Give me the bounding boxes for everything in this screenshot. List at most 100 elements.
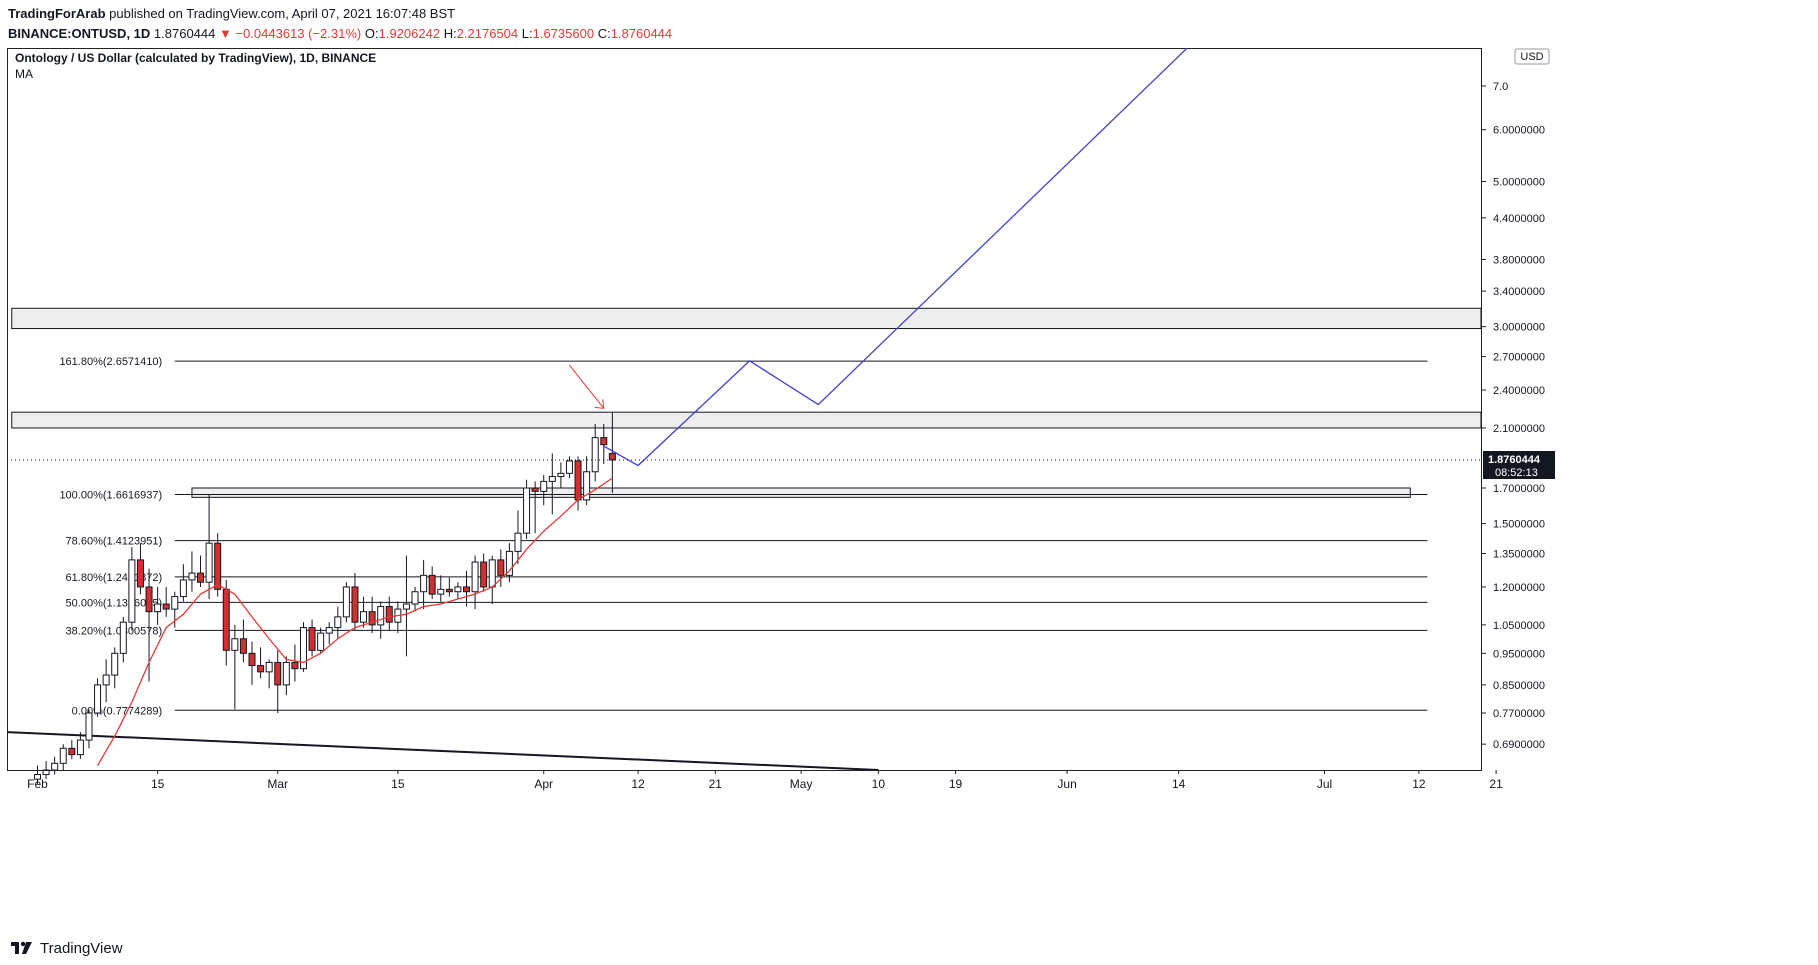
candle-body-44: [411, 591, 419, 605]
fib-label-1: 100.00%(1.6616937): [59, 489, 162, 501]
time-tick-label-0: Feb: [27, 777, 48, 791]
moving-average-layer: [96, 477, 613, 766]
time-tick-label-7: May: [790, 777, 813, 791]
candle-body-31: [299, 627, 307, 670]
red-arrow-line: [569, 364, 605, 409]
time-tick-label-1: 15: [151, 777, 165, 791]
price-tick-label-0: 7.0: [1493, 81, 1508, 93]
zones-layer: [11, 307, 1482, 498]
last-price-badge-value: 1.8760444: [1488, 454, 1541, 466]
candles-layer: [34, 412, 616, 784]
candle-body-22: [222, 588, 230, 651]
candle-body-16: [171, 596, 179, 610]
fib-label-0: 161.80%(2.6571410): [59, 356, 162, 368]
time-tick-label-2: Mar: [267, 777, 288, 791]
last-price-badge: [1483, 451, 1555, 480]
candle-body-47: [437, 588, 445, 595]
descending-trendline: [6, 731, 879, 771]
chart-frame: [7, 48, 1482, 771]
price-tick-label-5: 3.4000000: [1493, 286, 1545, 298]
time-tick-label-9: 19: [949, 777, 963, 791]
moving-average-line: [96, 477, 613, 766]
candle-body-17: [179, 579, 187, 598]
candle-body-26: [257, 665, 265, 673]
price-tick-label-6: 3.0000000: [1493, 322, 1545, 334]
candle-body-63: [574, 460, 582, 501]
price-tick-label-2: 5.0000000: [1493, 177, 1545, 189]
candle-body-43: [402, 603, 410, 610]
candle-body-62: [565, 460, 573, 474]
price-tick-label-18: 0.6900000: [1493, 739, 1545, 751]
time-tick-label-13: 12: [1412, 777, 1426, 791]
footer-brand[interactable]: TradingView: [10, 938, 123, 958]
currency-label: USD: [1520, 51, 1543, 63]
candle-body-27: [265, 661, 273, 673]
time-tick-label-11: 14: [1172, 777, 1186, 791]
candle-body-24: [239, 638, 247, 654]
candle-body-57: [523, 487, 531, 534]
high-value: 2.2176504: [456, 26, 519, 41]
candle-body-65: [591, 437, 599, 473]
candle-body-38: [360, 611, 368, 623]
last-price-value: 1.8760444: [153, 26, 216, 41]
chart-container[interactable]: 161.80%(2.6571410) 100.00%(1.6616937) 78.6…: [6, 47, 1818, 941]
time-tick-label-14: 21: [1489, 777, 1503, 791]
plot-border: [7, 48, 1482, 771]
candle-body-39: [368, 611, 376, 626]
price-tick-label-12: 1.3500000: [1493, 548, 1545, 560]
open-value: 1.9206242: [378, 26, 441, 41]
price-tick-label-7: 2.7000000: [1493, 352, 1545, 364]
candle-body-56: [514, 532, 522, 552]
symbol-line: BINANCE:ONTUSD, 1D 1.8760444 ▼ −0.044361…: [8, 26, 672, 41]
candle-body-34: [325, 627, 333, 634]
projection-path: [603, 47, 1188, 467]
price-tick-label-15: 0.9500000: [1493, 648, 1545, 660]
candle-body-15: [162, 603, 170, 610]
price-chart[interactable]: 161.80%(2.6571410) 100.00%(1.6616937) 78.6…: [6, 47, 1818, 940]
candle-body-58: [531, 487, 539, 492]
candle-body-12: [136, 559, 144, 588]
candle-body-35: [334, 616, 342, 629]
candle-body-49: [454, 586, 462, 593]
price-tick-label-17: 0.7700000: [1493, 708, 1545, 720]
candle-body-6: [85, 712, 93, 741]
price-tick-label-8: 2.4000000: [1493, 385, 1545, 397]
candle-body-11: [128, 559, 136, 623]
candle-body-64: [583, 471, 591, 501]
candle-body-48: [445, 588, 453, 593]
fib-layer: 161.80%(2.6571410) 100.00%(1.6616937) 78.6…: [59, 356, 1428, 717]
candle-body-32: [308, 627, 316, 651]
candle-body-54: [497, 559, 505, 576]
legend-title: Ontology / US Dollar (calculated by Trad…: [15, 51, 376, 65]
last-price-countdown: 08:52:13: [1495, 467, 1538, 479]
candle-body-46: [428, 574, 436, 595]
currency-badge: [1514, 48, 1550, 65]
candle-body-30: [291, 661, 299, 670]
candle-body-18: [188, 572, 196, 581]
candle-body-3: [59, 747, 67, 764]
candle-body-59: [540, 480, 548, 492]
resistance-zone-lower: [11, 411, 1482, 429]
candle-body-20: [205, 542, 213, 583]
projection-layer: [7, 47, 1481, 467]
price-change: ▼ −0.0443613 (−2.31%): [219, 26, 362, 41]
time-tick-label-3: 15: [391, 777, 405, 791]
price-tick-label-10: 1.7000000: [1493, 483, 1545, 495]
publish-line: TradingForArab published on TradingView.…: [8, 6, 455, 21]
candle-body-61: [557, 472, 565, 478]
candle-body-7: [94, 684, 102, 714]
legend-indicator[interactable]: MA: [15, 67, 33, 81]
publisher-name[interactable]: TradingForArab: [8, 6, 106, 21]
price-tick-label-11: 1.5000000: [1493, 519, 1545, 531]
low-label: L:: [521, 26, 533, 41]
red-arrow-head: [594, 399, 605, 409]
fib-label-5: 38.20%(1.0300578): [66, 625, 163, 637]
time-tick-label-8: 10: [872, 777, 886, 791]
time-tick-label-12: Jul: [1317, 777, 1332, 791]
candle-body-37: [351, 586, 359, 623]
price-tick-label-14: 1.0500000: [1493, 620, 1545, 632]
candle-body-67: [608, 452, 616, 461]
candle-body-13: [145, 586, 153, 613]
candle-body-41: [385, 606, 393, 623]
candle-body-0: [34, 774, 41, 780]
